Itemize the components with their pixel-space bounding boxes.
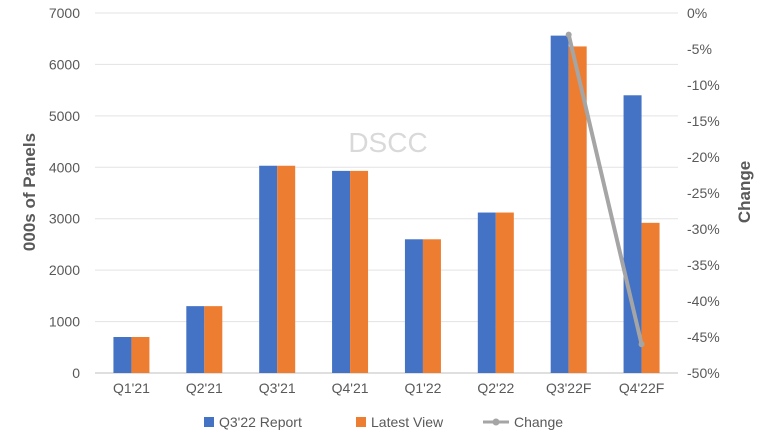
legend-label: Latest View (371, 414, 444, 430)
y2-tick-label: -10% (687, 77, 720, 93)
bar-latest-view (350, 170, 369, 373)
bar-q3-22-report (623, 95, 642, 374)
bar-latest-view (422, 239, 441, 373)
watermark: DSCC (348, 127, 427, 158)
y2-tick-label: -35% (687, 257, 720, 273)
bar-latest-view (568, 46, 587, 374)
bar-q3-22-report (550, 35, 569, 373)
bars (113, 35, 660, 374)
y2-tick-label: -20% (687, 149, 720, 165)
x-tick-label: Q4'22F (619, 380, 664, 396)
x-tick-label: Q1'21 (113, 380, 150, 396)
bar-q3-22-report (477, 212, 496, 373)
y2-axis-title: Change (735, 161, 754, 223)
y-tick-label: 5000 (49, 108, 80, 124)
y-tick-label: 6000 (49, 56, 80, 72)
y2-tick-label: -25% (687, 185, 720, 201)
x-tick-label: Q3'22F (546, 380, 591, 396)
y-tick-label: 2000 (49, 262, 80, 278)
bar-latest-view (495, 212, 514, 373)
change-series-line (566, 32, 644, 347)
bar-latest-view (204, 306, 223, 373)
change-line (565, 31, 645, 348)
bar-q3-22-report (332, 170, 351, 373)
x-tick-label: Q4'21 (332, 380, 369, 396)
legend-swatch (204, 417, 214, 427)
legend: Q3'22 Report Latest View Change (204, 414, 563, 430)
y-axis-title: 000s of Panels (20, 133, 39, 251)
y2-tick-label: -45% (687, 329, 720, 345)
y-axis-ticks: 0 1000 2000 3000 4000 5000 6000 7000 (49, 5, 80, 381)
change-point (565, 31, 572, 38)
legend-label: Q3'22 Report (219, 414, 302, 430)
x-tick-label: Q1'22 (404, 380, 441, 396)
y-tick-label: 1000 (49, 314, 80, 330)
bar-q3-22-report (186, 306, 205, 373)
gridlines (95, 12, 678, 374)
x-axis-ticks: Q1'21 Q2'21 Q3'21 Q4'21 Q1'22 Q2'22 Q3'22F Q4'2… (113, 380, 664, 396)
x-tick-label: Q3'21 (259, 380, 296, 396)
y2-axis-ticks: 0% -5% -10% -15% -20% -25% -30% -35% -40% -45% -50… (687, 5, 720, 381)
y2-tick-label: -50% (687, 365, 720, 381)
x-tick-label: Q2'22 (477, 380, 514, 396)
y2-tick-label: -40% (687, 293, 720, 309)
legend-marker (492, 418, 500, 426)
legend-label: Change (514, 414, 563, 430)
change-point (638, 341, 645, 348)
bar-latest-view (277, 165, 296, 373)
bar-q3-22-report (259, 165, 278, 373)
bar-latest-view (641, 222, 660, 373)
bar-q3-22-report (404, 239, 423, 373)
x-tick-label: Q2'21 (186, 380, 223, 396)
y2-tick-label: 0% (687, 5, 707, 21)
y-tick-label: 3000 (49, 211, 80, 227)
y-tick-label: 4000 (49, 159, 80, 175)
y-tick-label: 0 (72, 365, 80, 381)
bar-q3-22-report (113, 337, 132, 373)
legend-swatch (356, 417, 366, 427)
y2-tick-label: -30% (687, 221, 720, 237)
bar-latest-view (131, 337, 150, 373)
y-tick-label: 7000 (49, 5, 80, 21)
y2-tick-label: -15% (687, 113, 720, 129)
y2-tick-label: -5% (687, 41, 712, 57)
